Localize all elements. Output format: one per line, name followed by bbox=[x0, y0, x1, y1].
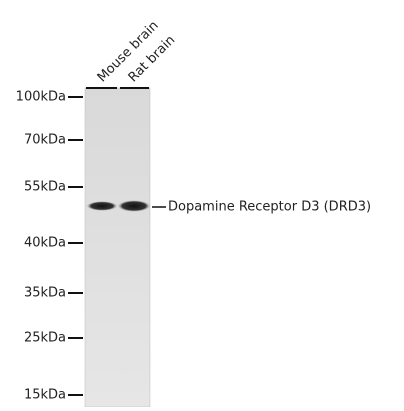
marker-label: 35kDa bbox=[24, 286, 66, 301]
marker-label: 70kDa bbox=[24, 133, 66, 148]
marker-label: 55kDa bbox=[24, 180, 66, 195]
marker-label: 25kDa bbox=[24, 331, 66, 346]
band bbox=[86, 201, 118, 211]
band bbox=[117, 200, 151, 212]
western-blot: Dopamine Receptor D3 (DRD3) Mouse brain … bbox=[0, 0, 404, 407]
marker-label: 100kDa bbox=[16, 90, 66, 105]
blot-membrane bbox=[85, 88, 150, 407]
marker-label: 40kDa bbox=[24, 236, 66, 251]
band-label: Dopamine Receptor D3 (DRD3) bbox=[168, 200, 371, 215]
marker-ladder: 100kDa 70kDa 55kDa 40kDa 35kDa 25kDa 15kDa bbox=[16, 90, 83, 403]
marker-label: 15kDa bbox=[24, 388, 66, 403]
